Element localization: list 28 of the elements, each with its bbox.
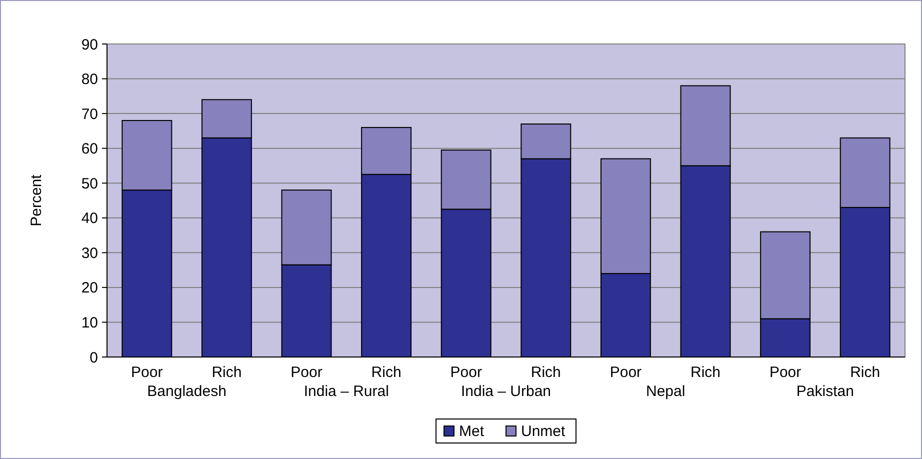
y-axis-title: Percent [28, 174, 45, 226]
y-tick-label: 80 [81, 71, 98, 88]
x-tick-label: Poor [610, 364, 642, 381]
text: India – Urban [460, 383, 552, 400]
y-tick-label: 90 [81, 36, 98, 54]
legend-label: Unmet [521, 423, 566, 440]
y-tick-label: 70 [81, 106, 98, 123]
y-tick-label: 20 [81, 280, 98, 297]
y-tick-label: 40 [81, 210, 98, 228]
legend-label: Met [459, 423, 485, 440]
text: Nepal [646, 383, 686, 400]
x-tick-label: Poor [131, 364, 163, 381]
y-tick-label: 60 [81, 140, 98, 158]
y-tick-label: 30 [81, 244, 98, 262]
x-tick-label: Poor [290, 364, 322, 381]
x-tick-label: Rich [371, 364, 402, 381]
x-tick-label: Poor [769, 364, 802, 381]
text: India – Rural [304, 383, 389, 400]
text: Bangladesh [147, 383, 226, 400]
y-tick-label: 0 [90, 349, 98, 366]
y-tick-label: 10 [81, 314, 98, 332]
y-tick-label: 50 [81, 175, 98, 192]
text: Pakistan [796, 383, 854, 400]
x-tick-label: Rich [850, 364, 880, 381]
x-tick-label: Rich [690, 364, 721, 381]
x-tick-label: Poor [450, 364, 482, 381]
x-tick-label: Rich [530, 364, 561, 381]
x-tick-label: Rich [212, 364, 242, 381]
